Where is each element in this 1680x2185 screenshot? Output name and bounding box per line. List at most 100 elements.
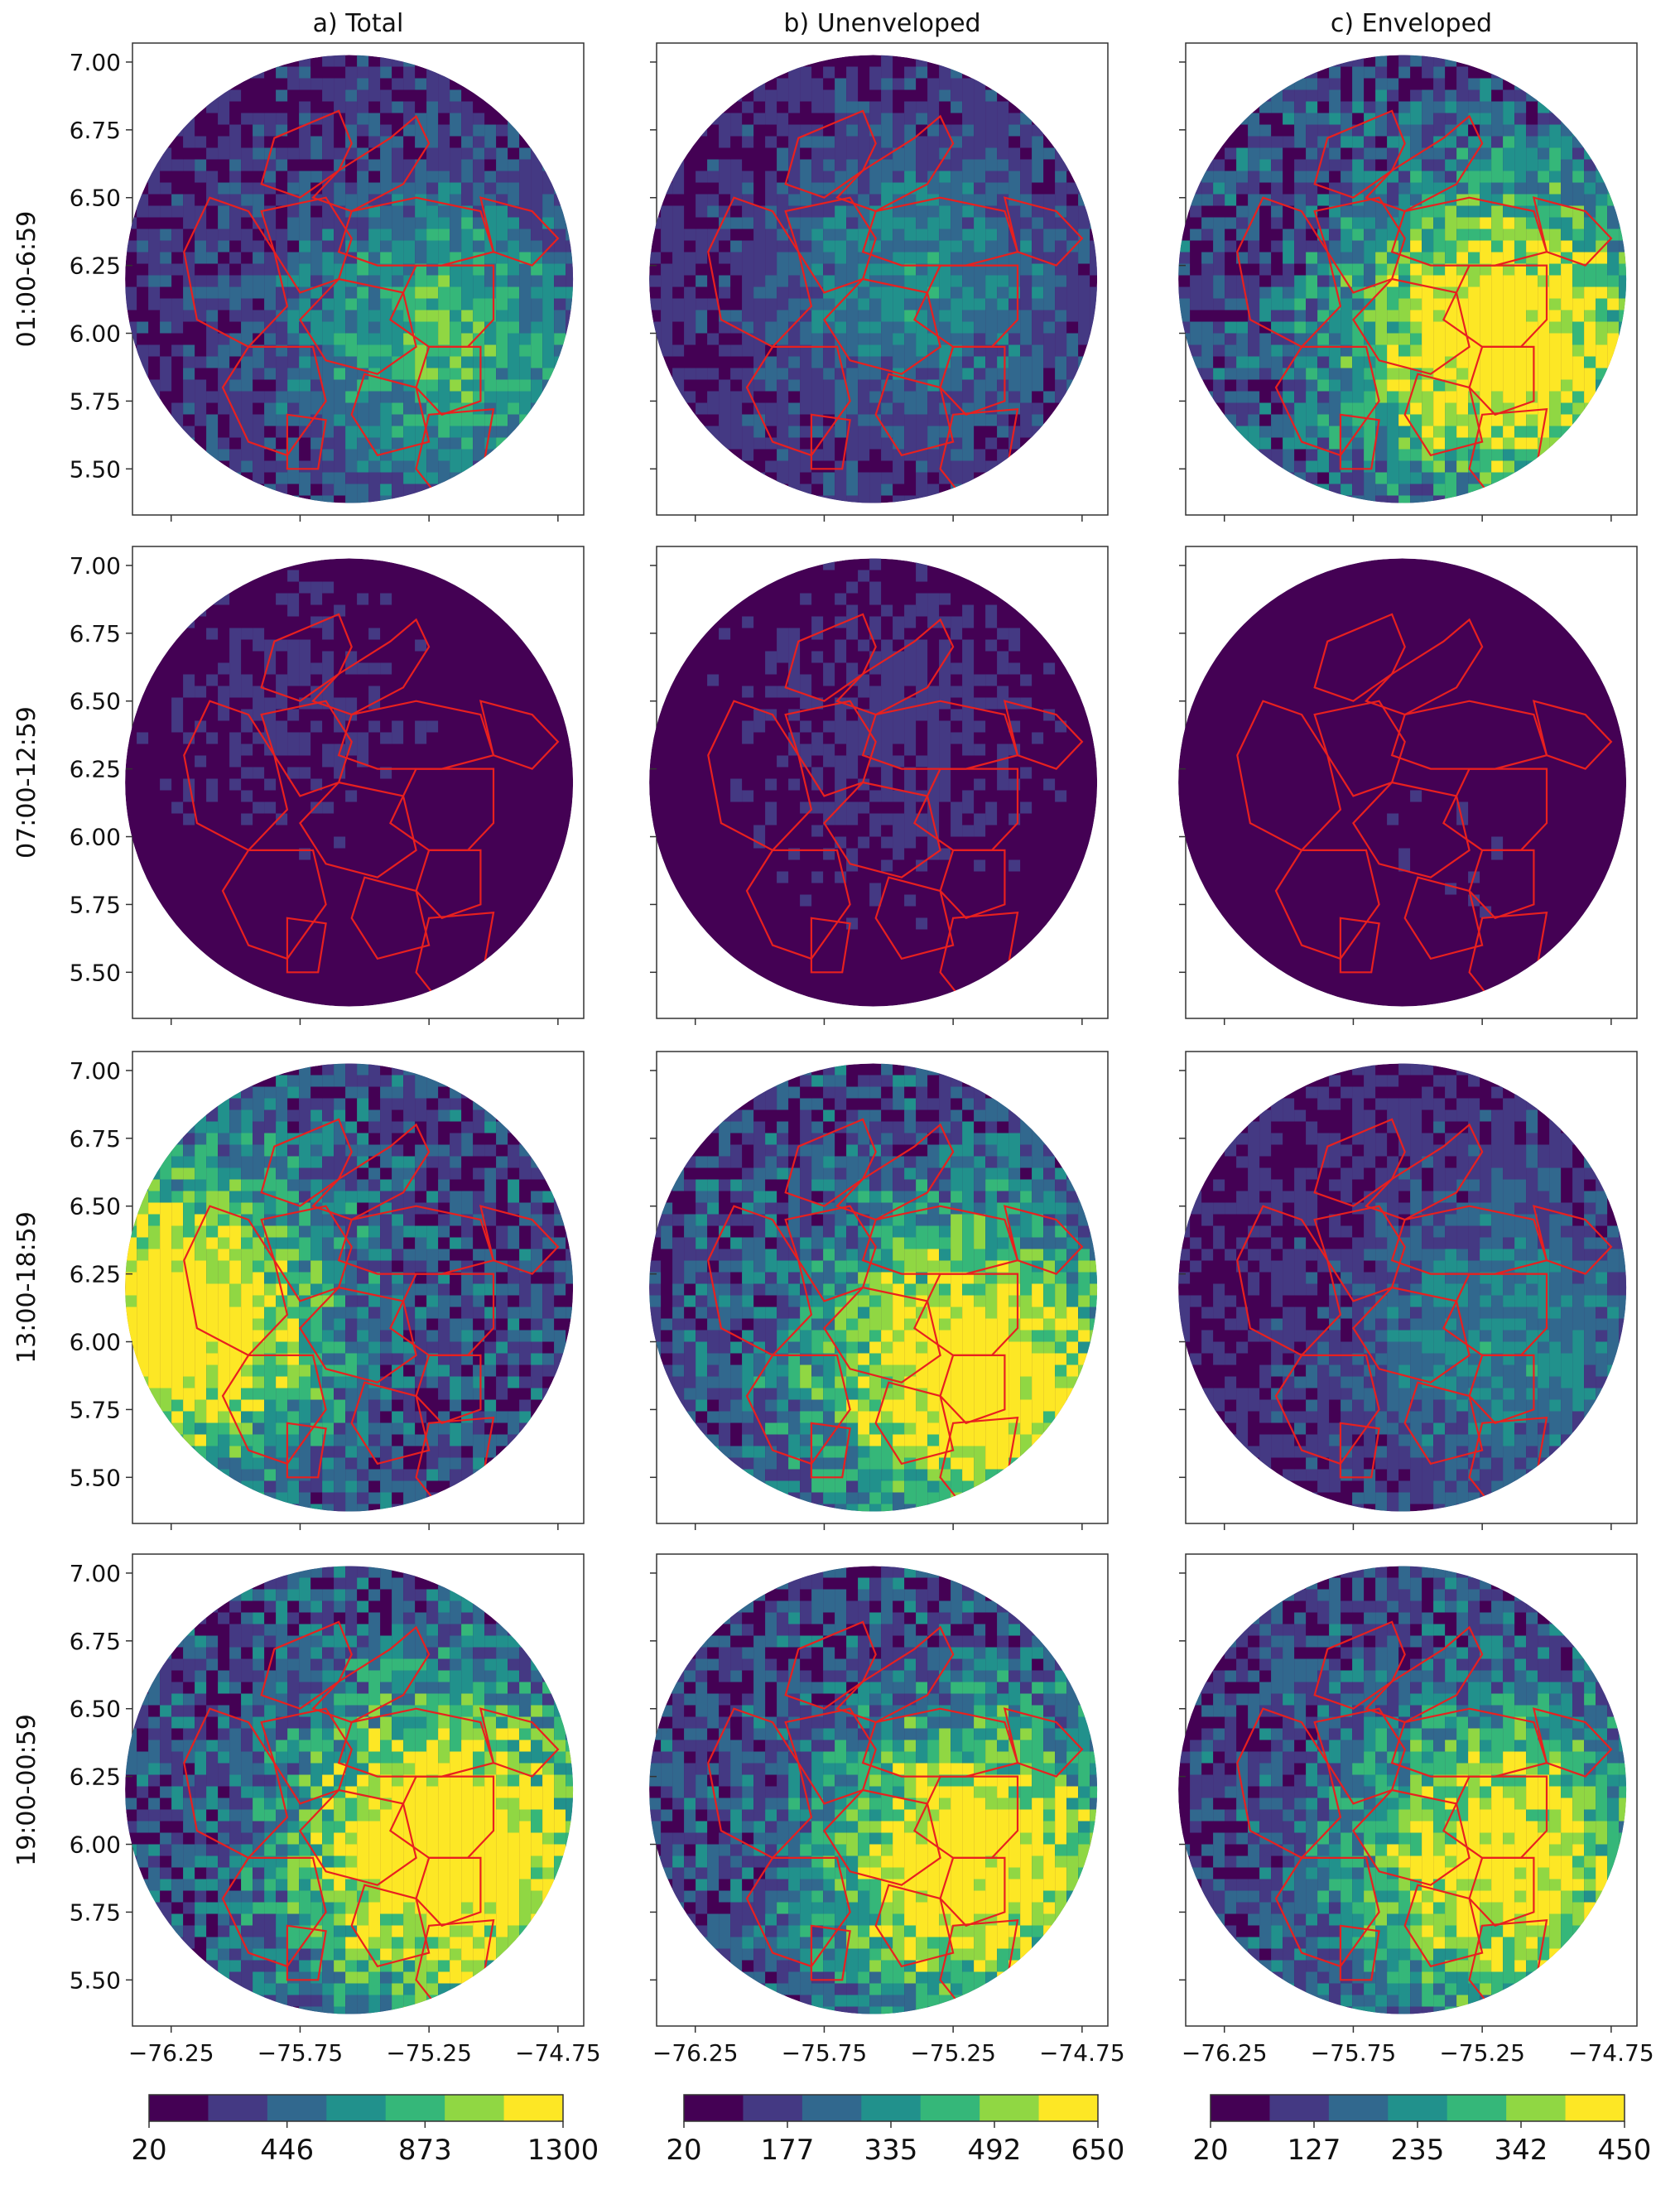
heatmap-cell	[1008, 182, 1021, 195]
radar-disc	[1178, 558, 1627, 1007]
heatmap-cell	[707, 391, 720, 403]
heatmap-cell	[1468, 344, 1480, 357]
heatmap-cell	[461, 171, 474, 183]
heatmap-cell	[508, 205, 520, 218]
heatmap-cell	[438, 1249, 450, 1261]
heatmap-cell	[1526, 321, 1538, 334]
heatmap-cell	[461, 1225, 474, 1238]
heatmap-cell	[322, 472, 335, 484]
heatmap-cell	[426, 460, 439, 473]
heatmap-cell	[858, 101, 870, 113]
heatmap-cell	[183, 298, 195, 310]
heatmap-cell	[881, 472, 893, 484]
heatmap-cell	[1055, 171, 1067, 183]
heatmap-cell	[800, 229, 812, 241]
heatmap-cell	[962, 205, 975, 218]
heatmap-cell	[1375, 333, 1388, 345]
heatmap-cell	[1468, 171, 1480, 183]
heatmap-cell	[195, 1191, 207, 1203]
heatmap-cell	[742, 136, 754, 148]
heatmap-cell	[264, 286, 277, 299]
heatmap-cell	[1020, 426, 1033, 438]
heatmap-cell	[1341, 298, 1353, 310]
heatmap-cell	[1480, 356, 1492, 368]
heatmap-cell	[1387, 344, 1399, 357]
heatmap-cell	[1375, 402, 1388, 415]
heatmap-cell	[1480, 159, 1492, 171]
heatmap-cell	[927, 414, 940, 426]
heatmap-cell	[473, 391, 485, 403]
heatmap-cell	[893, 616, 905, 628]
heatmap-cell	[1433, 205, 1446, 218]
heatmap-cell	[264, 1121, 277, 1133]
heatmap-cell	[299, 1109, 311, 1122]
heatmap-cell	[496, 321, 508, 334]
heatmap-cell	[696, 402, 708, 415]
heatmap-cell	[287, 732, 300, 744]
heatmap-cell	[403, 1214, 416, 1226]
heatmap-cell	[322, 662, 335, 675]
heatmap-cell	[403, 205, 416, 218]
heatmap-cell	[719, 344, 731, 357]
heatmap-cell	[1422, 252, 1434, 264]
heatmap-cell	[1445, 368, 1457, 380]
heatmap-cell	[1445, 449, 1457, 461]
heatmap-cell	[1375, 344, 1388, 357]
heatmap-cell	[357, 124, 369, 137]
heatmap-cell	[811, 205, 824, 218]
heatmap-cell	[160, 240, 172, 253]
heatmap-cell	[345, 1167, 358, 1180]
boundary-line	[939, 849, 1006, 920]
heatmap-cell	[125, 321, 137, 334]
heatmap-cell	[1561, 147, 1573, 160]
heatmap-cell	[974, 286, 986, 299]
heatmap-cell	[473, 437, 485, 450]
heatmap-cell	[566, 286, 574, 299]
heatmap-cell	[276, 744, 288, 756]
heatmap-cell	[1032, 136, 1044, 148]
heatmap-cell	[893, 720, 905, 733]
heatmap-cell	[1538, 136, 1550, 148]
heatmap-cell	[997, 124, 1009, 137]
heatmap-cell	[253, 1202, 265, 1215]
heatmap-cell	[357, 1249, 369, 1261]
heatmap-cell	[368, 1249, 381, 1261]
heatmap-cell	[403, 1086, 416, 1099]
heatmap-cell	[519, 310, 532, 322]
heatmap-cell	[846, 78, 859, 90]
heatmap-cell	[1066, 275, 1079, 287]
heatmap-cell	[1294, 310, 1307, 322]
heatmap-cell	[241, 298, 253, 310]
heatmap-cell	[858, 252, 870, 264]
heatmap-cell	[484, 333, 497, 345]
heatmap-cell	[997, 402, 1009, 415]
heatmap-cell	[1433, 437, 1446, 450]
heatmap-cell	[1259, 252, 1272, 264]
heatmap-cell	[1375, 449, 1388, 461]
heatmap-cell	[962, 686, 975, 698]
heatmap-cell	[1584, 379, 1596, 392]
heatmap-cell	[438, 89, 450, 102]
heatmap-cell	[1352, 368, 1365, 380]
heatmap-cell	[450, 182, 462, 195]
heatmap-cell	[1514, 298, 1527, 310]
heatmap-cell	[858, 217, 870, 229]
heatmap-cell	[357, 1179, 369, 1191]
heatmap-cell	[1514, 194, 1527, 206]
heatmap-cell	[1178, 321, 1191, 334]
heatmap-cell	[508, 1237, 520, 1249]
heatmap-cell	[777, 286, 789, 299]
heatmap-cell	[811, 391, 824, 403]
heatmap-cell	[287, 449, 300, 461]
heatmap-cell	[1364, 217, 1376, 229]
heatmap-cell	[974, 89, 986, 102]
heatmap-cell	[519, 194, 532, 206]
heatmap-cell	[997, 275, 1009, 287]
heatmap-cell	[287, 298, 300, 310]
heatmap-cell	[916, 286, 928, 299]
heatmap-cell	[1090, 263, 1098, 276]
heatmap-cell	[939, 310, 951, 322]
heatmap-cell	[962, 460, 975, 473]
heatmap-cell	[1584, 252, 1596, 264]
heatmap-cell	[1410, 136, 1422, 148]
